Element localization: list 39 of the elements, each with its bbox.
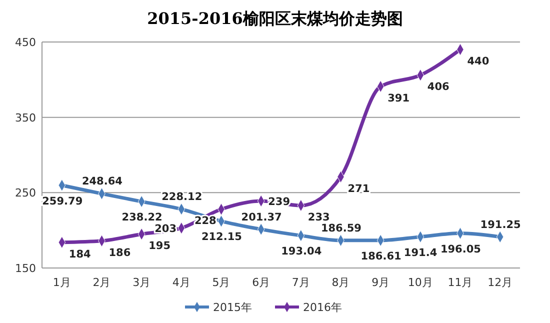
x-tick-label: 5月 <box>212 276 230 289</box>
data-label: 196.05 <box>440 243 481 256</box>
data-label: 195 <box>148 240 171 252</box>
x-tick-label: 4月 <box>172 276 190 289</box>
x-tick-label: 9月 <box>372 276 390 289</box>
data-label: 440 <box>467 56 490 68</box>
data-label: 191.4 <box>404 246 438 259</box>
data-label: 186.61 <box>360 250 402 262</box>
legend-label: 2016年 <box>303 301 342 314</box>
data-label: 186 <box>108 246 131 259</box>
x-tick-label: 11月 <box>448 276 473 289</box>
data-label: 184 <box>68 248 91 260</box>
x-tick-label: 10月 <box>408 276 433 289</box>
x-tick-label: 8月 <box>332 276 350 289</box>
x-tick-label: 12月 <box>488 276 513 289</box>
data-label: 271 <box>348 182 370 195</box>
x-tick-label: 6月 <box>252 276 270 289</box>
x-tick-label: 1月 <box>52 276 71 289</box>
y-tick-label: 350 <box>15 111 36 124</box>
data-label: 233 <box>308 211 330 224</box>
chart-title: 2015-2016榆阳区末煤均价走势图 <box>147 9 403 28</box>
x-tick-label: 7月 <box>292 276 310 289</box>
data-label: 238.22 <box>122 212 162 224</box>
data-label: 259.79 <box>42 195 83 208</box>
y-tick-label: 450 <box>15 36 36 49</box>
data-label: 391 <box>388 92 410 104</box>
data-label: 201.37 <box>241 211 282 224</box>
y-tick-label: 150 <box>15 262 36 275</box>
legend-label: 2015年 <box>213 301 252 314</box>
y-tick-label: 250 <box>15 186 36 200</box>
data-label: 228.12 <box>162 191 202 204</box>
data-label: 248.64 <box>82 176 122 188</box>
data-label: 191.25 <box>480 218 521 231</box>
data-label: 406 <box>427 81 450 94</box>
data-label: 193.04 <box>281 246 322 258</box>
x-tick-label: 2月 <box>92 276 111 289</box>
data-label: 186.59 <box>320 222 362 234</box>
x-tick-label: 3月 <box>132 276 151 289</box>
data-label: 212.15 <box>201 231 242 244</box>
